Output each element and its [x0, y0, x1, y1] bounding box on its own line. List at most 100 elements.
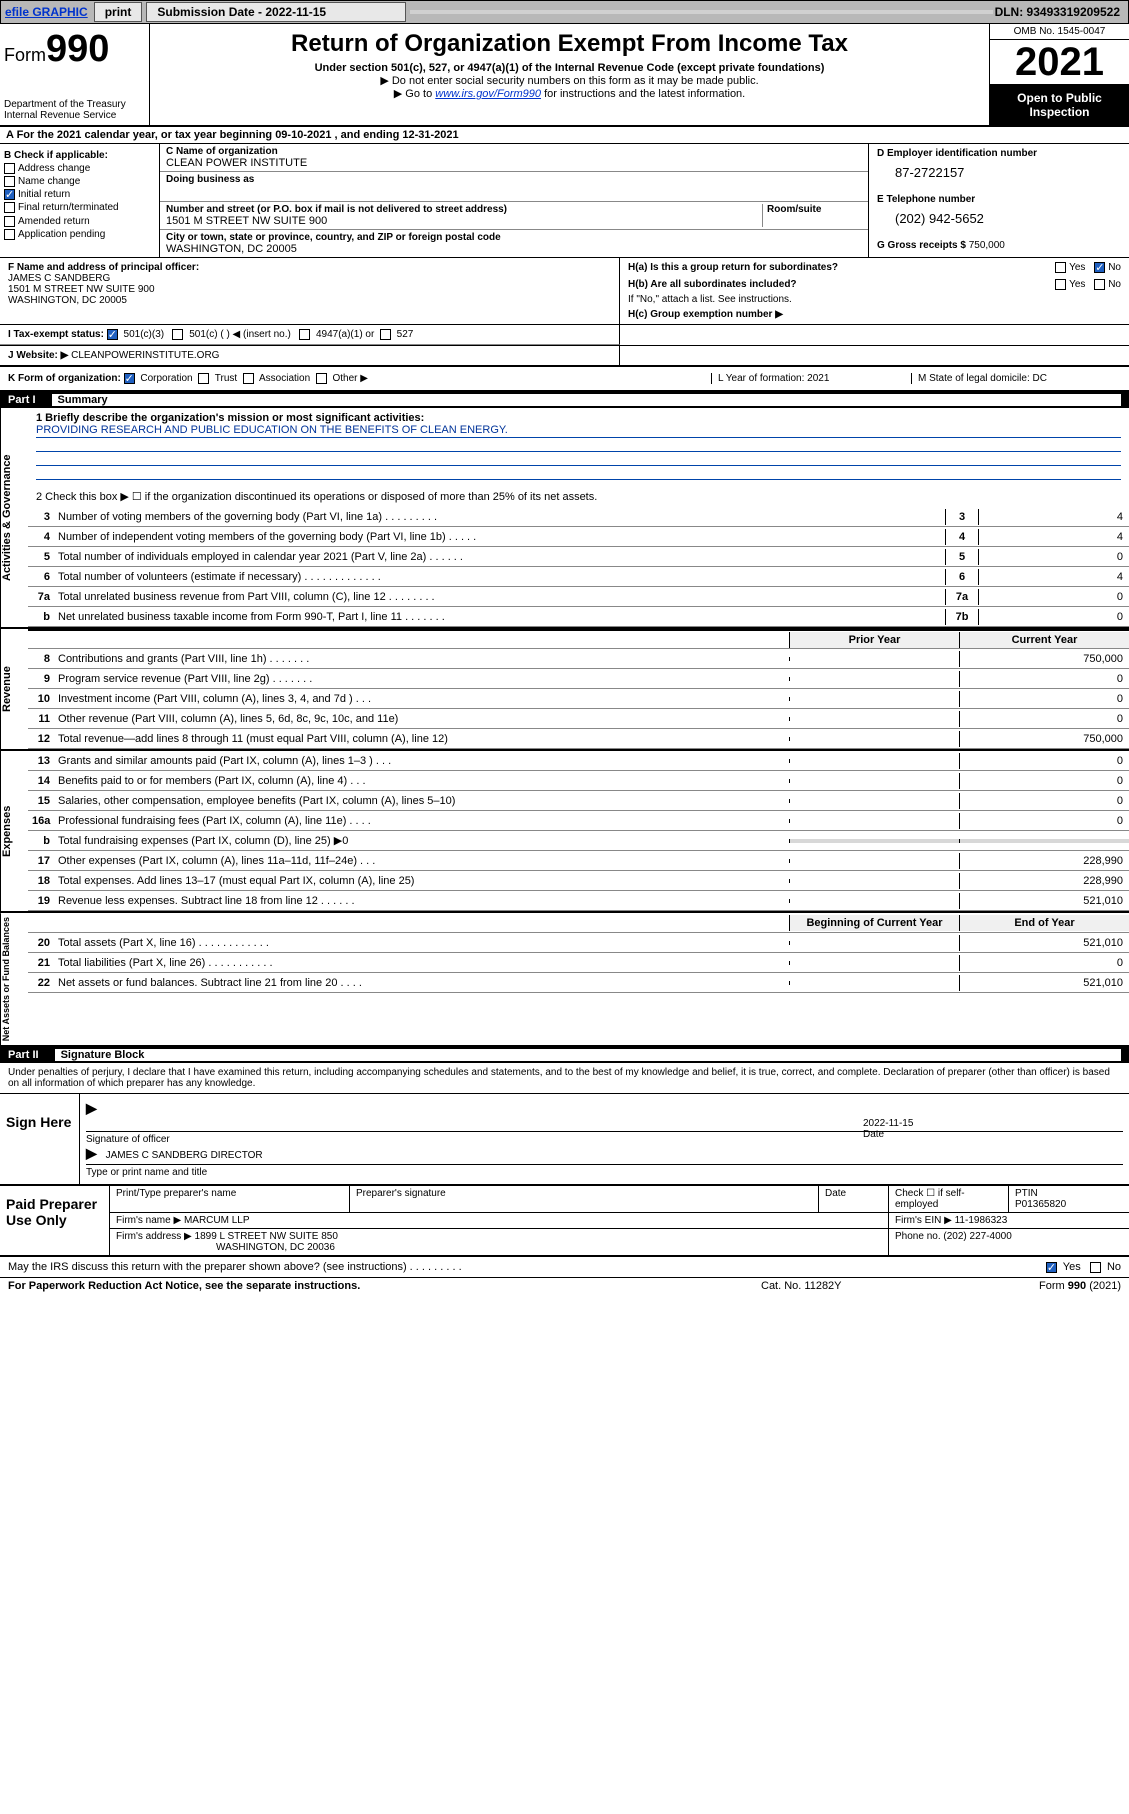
dln-label: DLN: 93493319209522 [995, 5, 1128, 19]
row-i: I Tax-exempt status: 501(c)(3) 501(c) ( … [0, 325, 620, 345]
hc-label: H(c) Group exemption number ▶ [628, 309, 1121, 320]
form-subtitle: Under section 501(c), 527, or 4947(a)(1)… [156, 62, 983, 74]
summary-row: 18Total expenses. Add lines 13–17 (must … [28, 871, 1129, 891]
irs-link[interactable]: www.irs.gov/Form990 [435, 88, 541, 100]
prep-header-row: Print/Type preparer's name Preparer's si… [110, 1186, 1129, 1213]
prior-value [789, 737, 959, 741]
topbar: efile GRAPHIC print Submission Date - 20… [0, 0, 1129, 24]
part1-header: Part I Summary [0, 392, 1129, 408]
ein-label: D Employer identification number [877, 148, 1121, 159]
prior-value [789, 981, 959, 985]
prior-value [789, 961, 959, 965]
end-year-header: End of Year [959, 915, 1129, 931]
sign-mid: ▶ Signature of officer 2022-11-15 Date ▶… [80, 1094, 1129, 1184]
chk-label: Name change [18, 176, 80, 187]
sig-date: 2022-11-15 [863, 1118, 1123, 1129]
sign-block: Sign Here ▶ Signature of officer 2022-11… [0, 1094, 1129, 1186]
chk-527[interactable] [380, 329, 391, 340]
chk-initial-return[interactable]: Initial return [4, 189, 155, 200]
ha-yes-chk[interactable] [1055, 262, 1066, 273]
discuss-yes-chk[interactable] [1046, 1262, 1057, 1273]
line-num: 13 [28, 753, 54, 769]
header-left: Form990 Department of the Treasury Inter… [0, 24, 150, 125]
net-header: Beginning of Current Year End of Year [28, 913, 1129, 933]
hb-note: If "No," attach a list. See instructions… [628, 294, 1121, 305]
curr-value: 750,000 [959, 731, 1129, 747]
line-num: 18 [28, 873, 54, 889]
line-value: 0 [979, 549, 1129, 565]
officer-label: F Name and address of principal officer: [8, 262, 611, 273]
print-button[interactable]: print [94, 2, 143, 22]
dba-label: Doing business as [166, 174, 862, 185]
chk-address-change[interactable]: Address change [4, 163, 155, 174]
line-text: Total number of individuals employed in … [54, 549, 945, 565]
website-label: J Website: ▶ [8, 350, 68, 361]
prior-value [789, 859, 959, 863]
summary-row: 3Number of voting members of the governi… [28, 507, 1129, 527]
sig-declaration: Under penalties of perjury, I declare th… [0, 1063, 1129, 1094]
discuss-no-chk[interactable] [1090, 1262, 1101, 1273]
chk-final-return[interactable]: Final return/terminated [4, 202, 155, 213]
chk-501c[interactable] [172, 329, 183, 340]
part2-header: Part II Signature Block [0, 1047, 1129, 1063]
officer-addr2: WASHINGTON, DC 20005 [8, 295, 611, 306]
submission-date-button[interactable]: Submission Date - 2022-11-15 [146, 2, 406, 22]
instr-2: ▶ Go to www.irs.gov/Form990 for instruct… [156, 87, 983, 100]
website-row: J Website: ▶ CLEANPOWERINSTITUTE.ORG [0, 346, 620, 365]
ha-no-chk[interactable] [1094, 262, 1105, 273]
summary-row: bTotal fundraising expenses (Part IX, co… [28, 831, 1129, 851]
row-k: K Form of organization: Corporation Trus… [8, 373, 711, 384]
summary-row: 15Salaries, other compensation, employee… [28, 791, 1129, 811]
yes-label: Yes [1063, 1261, 1081, 1273]
prior-value [789, 697, 959, 701]
discuss-row: May the IRS discuss this return with the… [0, 1257, 1129, 1278]
chk-corp[interactable] [124, 373, 135, 384]
omb-label: OMB No. 1545-0047 [990, 24, 1129, 40]
hb-yes-chk[interactable] [1055, 279, 1066, 290]
prep-sig-header: Preparer's signature [350, 1186, 819, 1212]
sig-of-officer-label: Signature of officer [86, 1134, 863, 1145]
line-text: Program service revenue (Part VIII, line… [54, 671, 789, 687]
efile-link[interactable]: efile GRAPHIC [1, 5, 92, 19]
chk-application-pending[interactable]: Application pending [4, 229, 155, 240]
row-klm: K Form of organization: Corporation Trus… [0, 367, 1129, 392]
hb-no-chk[interactable] [1094, 279, 1105, 290]
line-num: 10 [28, 691, 54, 707]
line-text: Grants and similar amounts paid (Part IX… [54, 753, 789, 769]
open-public-label: Open to Public Inspection [990, 85, 1129, 125]
chk-name-change[interactable]: Name change [4, 176, 155, 187]
chk-amended-return[interactable]: Amended return [4, 216, 155, 227]
prior-year-header: Prior Year [789, 632, 959, 648]
line-box-num: 3 [945, 509, 979, 525]
line-box-num: 6 [945, 569, 979, 585]
form-prefix: Form [4, 45, 46, 65]
summary-net: Net Assets or Fund Balances Beginning of… [0, 913, 1129, 1047]
room-label: Room/suite [767, 204, 862, 215]
chk-4947[interactable] [299, 329, 310, 340]
chk-501c3[interactable] [107, 329, 118, 340]
opt-trust: Trust [215, 373, 237, 384]
yes-label: Yes [1069, 279, 1085, 290]
summary-row: 17Other expenses (Part IX, column (A), l… [28, 851, 1129, 871]
org-name-label: C Name of organization [166, 146, 862, 157]
gov-rows: 1 Briefly describe the organization's mi… [28, 408, 1129, 627]
side-net: Net Assets or Fund Balances [0, 913, 28, 1045]
officer-name: JAMES C SANDBERG [8, 273, 611, 284]
prep-date-header: Date [819, 1186, 889, 1212]
summary-row: 10Investment income (Part VIII, column (… [28, 689, 1129, 709]
hb-label: H(b) Are all subordinates included? [628, 279, 797, 290]
line-num: b [28, 833, 54, 849]
chk-assoc[interactable] [243, 373, 254, 384]
part2-label: Part II [8, 1049, 39, 1061]
firm-name-label: Firm's name ▶ [116, 1215, 181, 1226]
line-value: 4 [979, 529, 1129, 545]
curr-value [959, 839, 1129, 843]
line-text: Total fundraising expenses (Part IX, col… [54, 832, 789, 849]
chk-other[interactable] [316, 373, 327, 384]
line-num: 6 [28, 569, 54, 585]
summary-gov: Activities & Governance 1 Briefly descri… [0, 408, 1129, 629]
summary-row: 7aTotal unrelated business revenue from … [28, 587, 1129, 607]
curr-value: 0 [959, 691, 1129, 707]
chk-trust[interactable] [198, 373, 209, 384]
col-b-title: B Check if applicable: [4, 150, 155, 161]
